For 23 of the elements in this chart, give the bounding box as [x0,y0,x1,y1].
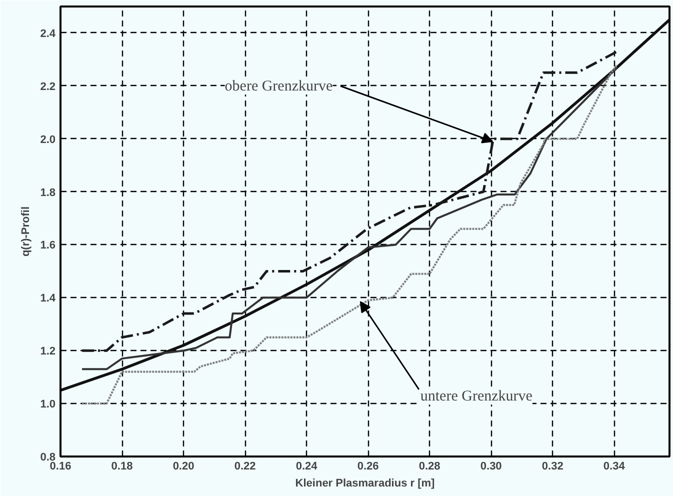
y-tick-label: 1.6 [40,240,56,252]
x-tick-label: 0.28 [418,460,440,472]
annotation: obere Grenzkurve [224,78,333,94]
y-tick-label: 1.8 [40,186,56,199]
annotation: untere Grenzkurve [420,388,533,405]
y-tick-label: 2.4 [40,28,56,40]
x-tick-label: 0.18 [111,460,133,472]
x-tick-label: 0.34 [603,460,626,472]
y-tick-label: 1.4 [40,292,56,305]
y-tick-label: 0.8 [40,452,56,464]
x-tick-label: 0.24 [296,460,318,472]
y-tick-label: 1.0 [40,398,56,411]
x-tick-label: 0.16 [50,460,72,472]
x-tick-label: 0.22 [234,460,256,472]
x-axis-title: Kleiner Plasmaradius r [m] [295,478,436,490]
y-axis-title: q(r)-Profil [20,206,32,257]
y-tick-label: 2.2 [40,80,56,93]
y-tick-label: 1.2 [40,346,56,358]
x-tick-label: 0.30 [480,460,502,472]
y-tick-label: 2.0 [40,134,56,146]
x-tick-label: 0.20 [172,460,194,472]
x-tick-label: 0.32 [542,460,564,472]
x-tick-label: 0.26 [357,460,379,472]
